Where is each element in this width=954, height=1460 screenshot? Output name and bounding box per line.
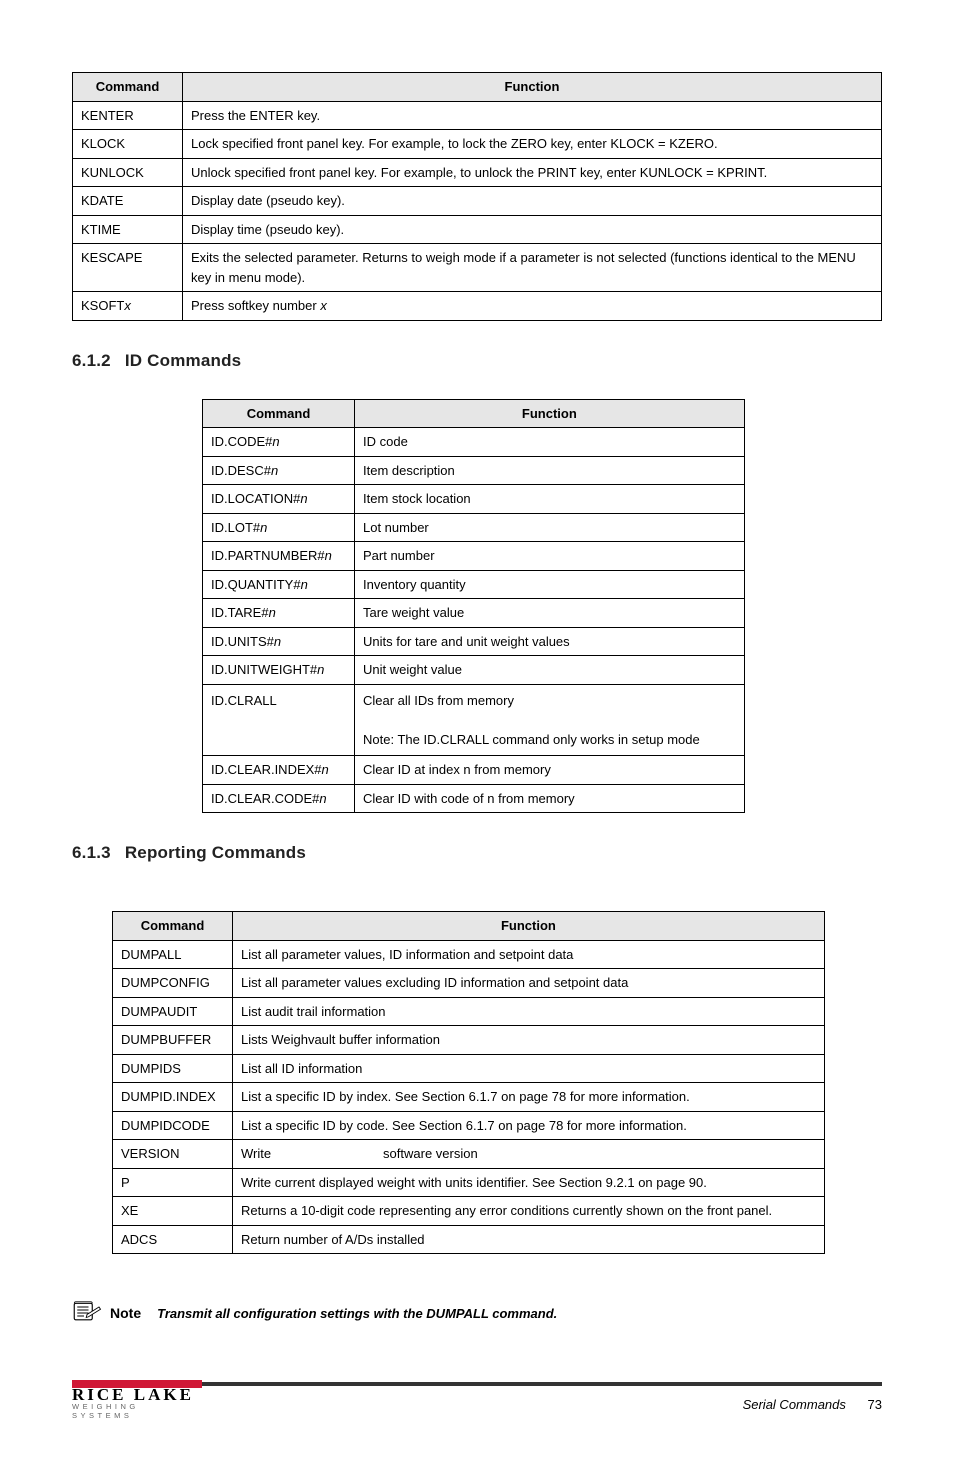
table-row: XEReturns a 10-digit code representing a… xyxy=(113,1197,825,1226)
page-footer: RICE LAKE WEIGHING SYSTEMS Serial Comman… xyxy=(72,1382,882,1420)
rice-lake-logo: RICE LAKE WEIGHING SYSTEMS xyxy=(72,1388,204,1420)
table-row: VERSIONWrite software version xyxy=(113,1140,825,1169)
note-callout: Note Transmit all configuration settings… xyxy=(72,1300,882,1326)
table-row: ID.TARE#nTare weight value xyxy=(203,599,745,628)
command-table-1: Command Function KENTERPress the ENTER k… xyxy=(72,72,882,321)
table-row: DUMPIDCODEList a specific ID by code. Se… xyxy=(113,1111,825,1140)
table-row: DUMPCONFIGList all parameter values excl… xyxy=(113,969,825,998)
table-row: KENTERPress the ENTER key. xyxy=(73,101,882,130)
table-row: ID.LOCATION#nItem stock location xyxy=(203,485,745,514)
table-row: ID.CLEAR.CODE#nClear ID with code of n f… xyxy=(203,784,745,813)
table-row: KDATEDisplay date (pseudo key). xyxy=(73,187,882,216)
table-row: DUMPALLList all parameter values, ID inf… xyxy=(113,940,825,969)
table-row: ID.DESC#nItem description xyxy=(203,456,745,485)
table-row: DUMPAUDITList audit trail information xyxy=(113,997,825,1026)
table-row: DUMPIDSList all ID information xyxy=(113,1054,825,1083)
table-row: ID.CLRALL Clear all IDs from memoryNote:… xyxy=(203,684,745,756)
table-row: ID.PARTNUMBER#nPart number xyxy=(203,542,745,571)
footer-divider xyxy=(72,1382,882,1386)
table-row: ID.CLEAR.INDEX#nClear ID at index n from… xyxy=(203,756,745,785)
table-row: PWrite current displayed weight with uni… xyxy=(113,1168,825,1197)
table-row: ADCSReturn number of A/Ds installed xyxy=(113,1225,825,1254)
section-heading-id-commands: 6.1.2ID Commands xyxy=(72,351,882,371)
note-label: Note xyxy=(110,1305,141,1321)
table-row: ID.LOT#nLot number xyxy=(203,513,745,542)
footer-page-number: 73 xyxy=(868,1397,882,1412)
table-row: KESCAPEExits the selected parameter. Ret… xyxy=(73,244,882,292)
table-row: KUNLOCKUnlock specified front panel key.… xyxy=(73,158,882,187)
table3-header-command: Command xyxy=(113,912,233,941)
command-table-3: Command Function DUMPALLList all paramet… xyxy=(112,911,825,1254)
table-row: KLOCKLock specified front panel key. For… xyxy=(73,130,882,159)
table-row: DUMPBUFFERLists Weighvault buffer inform… xyxy=(113,1026,825,1055)
table-row: ID.UNITWEIGHT#nUnit weight value xyxy=(203,656,745,685)
section-heading-reporting-commands: 6.1.3Reporting Commands xyxy=(72,843,882,863)
table3-header-function: Function xyxy=(233,912,825,941)
footer-section-label: Serial Commands xyxy=(743,1397,846,1412)
table2-header-function: Function xyxy=(355,399,745,428)
table-row: KTIMEDisplay time (pseudo key). xyxy=(73,215,882,244)
footer-page-info: Serial Commands 73 xyxy=(743,1397,882,1412)
table2-header-command: Command xyxy=(203,399,355,428)
table1-header-function: Function xyxy=(183,73,882,102)
table-row: KSOFTx Press softkey number x xyxy=(73,292,882,321)
table1-header-command: Command xyxy=(73,73,183,102)
table-row: ID.QUANTITY#nInventory quantity xyxy=(203,570,745,599)
note-text: Transmit all configuration settings with… xyxy=(157,1306,557,1321)
footer-accent-bar xyxy=(72,1380,202,1388)
table-row: ID.CODE#nID code xyxy=(203,428,745,457)
command-table-2: Command Function ID.CODE#nID code ID.DES… xyxy=(202,399,745,814)
table-row: ID.UNITS#nUnits for tare and unit weight… xyxy=(203,627,745,656)
table-row: DUMPID.INDEXList a specific ID by index.… xyxy=(113,1083,825,1112)
note-icon xyxy=(72,1300,102,1326)
